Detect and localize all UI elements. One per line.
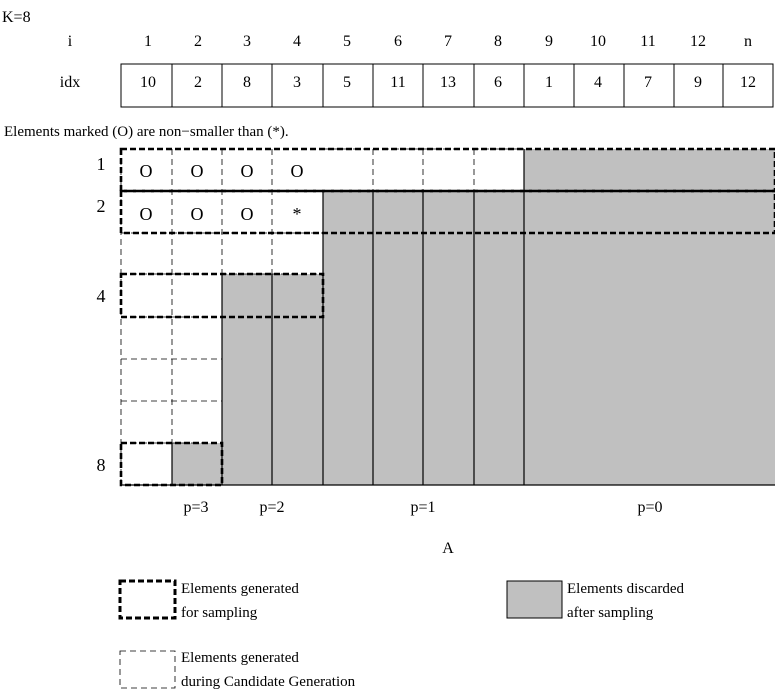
cell-mark: O [140,204,153,224]
legend-sampling-line1: Elements generated [181,581,299,597]
cell-mark: * [293,204,302,224]
i-value: 1 [144,33,152,50]
sampling-boxes [119,147,775,487]
cell-mark: O [241,204,254,224]
i-value: 3 [243,33,251,50]
legend: Elements generated for sampling Elements… [118,579,685,690]
k-label: K=8 [2,9,31,26]
row-label: 2 [97,196,106,216]
i-value: 4 [293,33,301,50]
idx-row-label: idx [60,74,80,91]
idx-value: 4 [594,74,602,91]
i-value: 8 [494,33,502,50]
idx-value: 9 [694,74,702,91]
partition-label: p=0 [637,499,662,516]
idx-table-border [120,63,774,108]
sampling-box [119,189,775,235]
cell-mark: O [191,161,204,181]
cell-mark: O [191,204,204,224]
row-labels: 1 2 4 8 [97,154,106,475]
legend-candidate-swatch [119,650,176,689]
discarded-region [172,443,222,485]
i-values-row: 1 2 3 4 5 6 7 8 9 10 11 12 n [144,33,752,50]
cell-mark: O [140,161,153,181]
legend-discarded-line1: Elements discarded [567,581,685,597]
idx-value: 11 [390,74,405,91]
idx-value: 2 [194,74,202,91]
cell-marks: O O O O O O O * [140,161,304,224]
sampling-box [119,441,224,487]
partition-label: p=2 [259,499,284,516]
figure-label: A [442,540,454,557]
idx-value: 3 [293,74,301,91]
partition-labels: p=3 p=2 p=1 p=0 [183,499,662,516]
i-value: 11 [640,33,655,50]
caption: Elements marked (O) are non−smaller than… [4,124,289,140]
i-value: 9 [545,33,553,50]
legend-candidate-line2: during Candidate Generation [181,674,356,690]
idx-value: 5 [343,74,351,91]
cell-mark: O [241,161,254,181]
i-value: 2 [194,33,202,50]
sampling-box [119,272,325,319]
idx-value: 7 [644,74,652,91]
idx-value: 13 [440,74,456,91]
i-value: 12 [690,33,706,50]
legend-discarded-swatch [506,580,563,619]
i-value: n [744,33,752,50]
legend-discarded-line2: after sampling [567,605,654,621]
idx-value: 6 [494,74,502,91]
idx-value: 8 [243,74,251,91]
i-row-label: i [68,33,73,50]
row-label: 1 [97,154,106,174]
idx-value: 10 [140,74,156,91]
cell-mark: O [291,161,304,181]
idx-value: 1 [545,74,553,91]
partition-boundaries [121,149,775,486]
i-value: 6 [394,33,402,50]
partition-label: p=1 [410,499,435,516]
idx-value: 12 [740,74,756,91]
legend-candidate-line1: Elements generated [181,650,299,666]
i-value: 7 [444,33,452,50]
i-value: 5 [343,33,351,50]
idx-table-dividers [171,64,724,107]
discarded-region [524,149,775,485]
row-label: 8 [97,455,106,475]
partition-label: p=3 [183,499,208,516]
idx-values-row: 10 2 8 3 5 11 13 6 1 4 7 9 12 [140,74,756,91]
legend-sampling-swatch [118,579,177,620]
i-value: 10 [590,33,606,50]
legend-sampling-line2: for sampling [181,605,258,621]
row-label: 4 [97,286,106,306]
